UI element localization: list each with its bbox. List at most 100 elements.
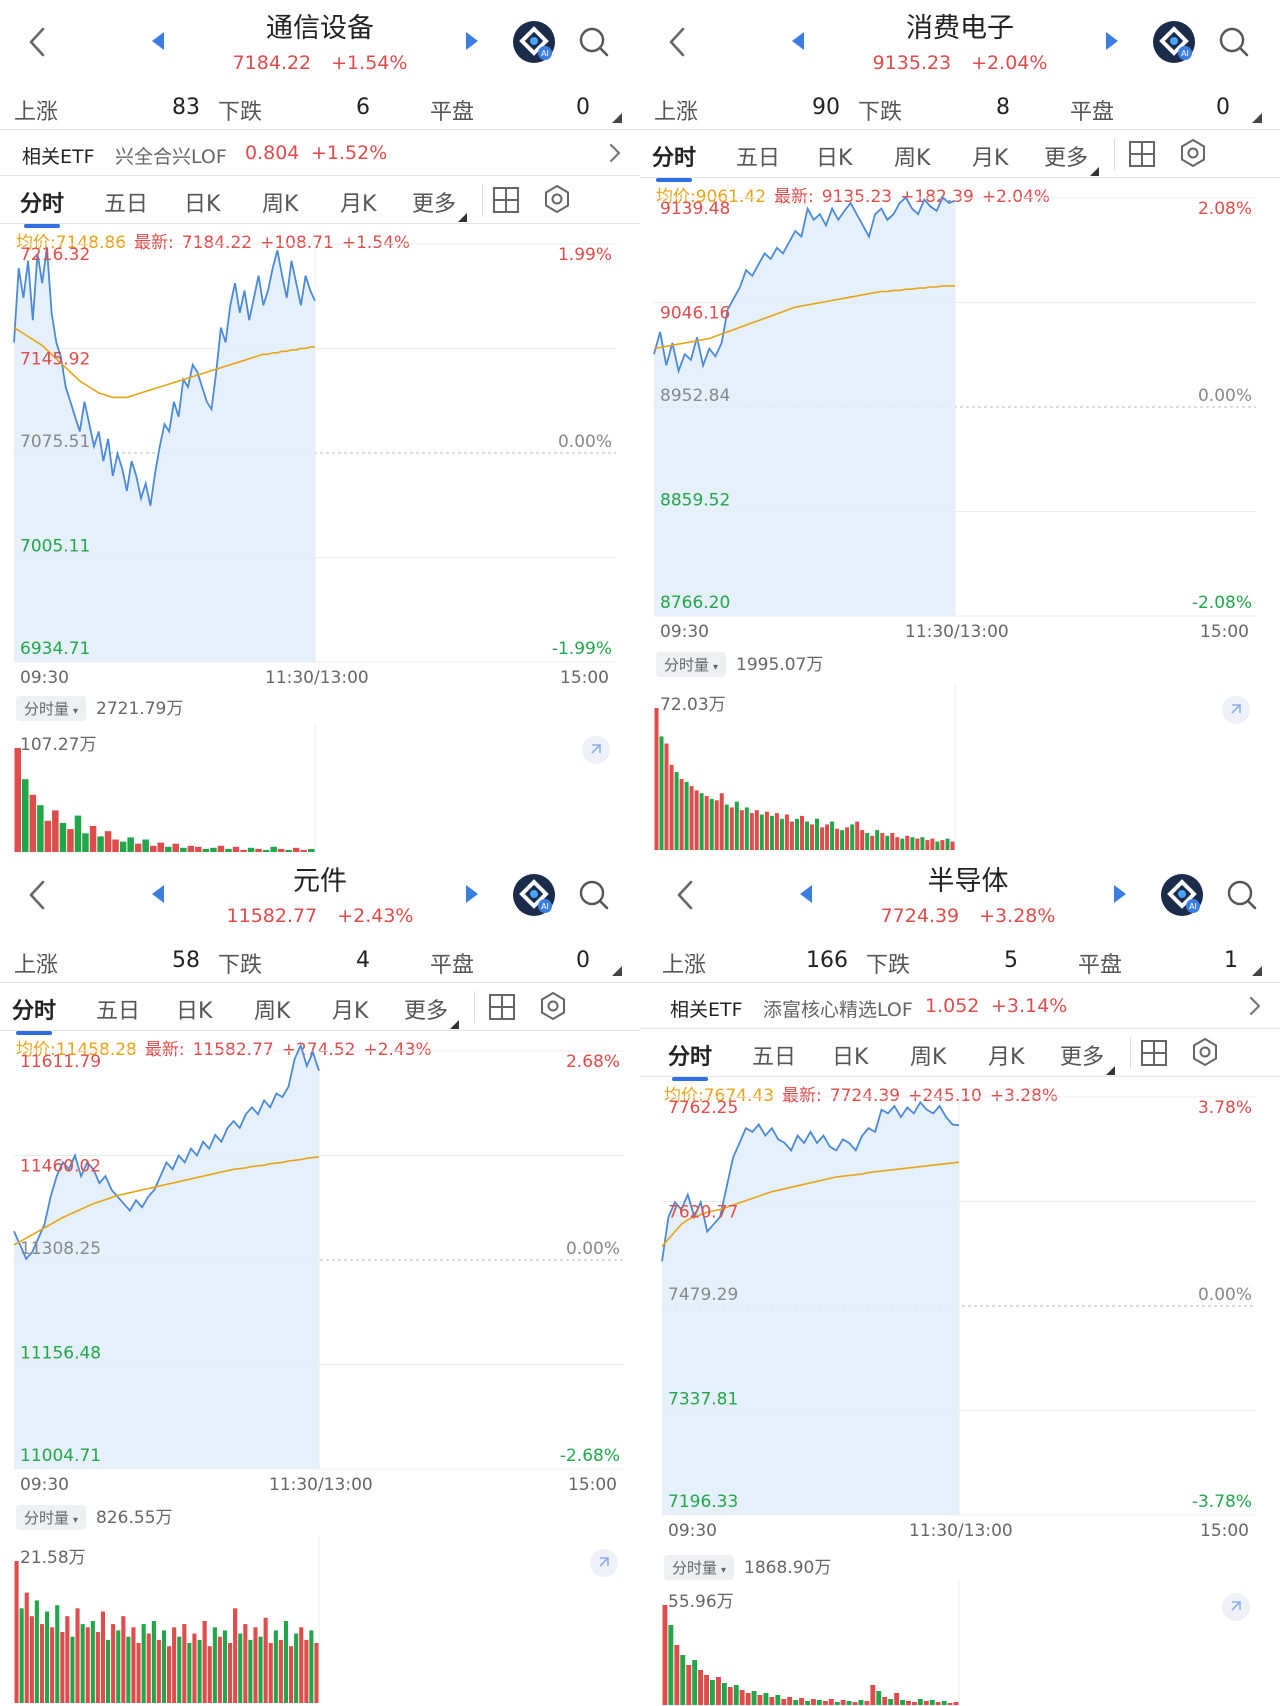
time-end: 15:00 <box>560 668 609 688</box>
price-chart[interactable]: 7216.32 7145.92 7075.51 7005.11 6934.71 1.99%… <box>13 243 616 663</box>
avg-prefix: 均价: <box>16 1040 56 1060</box>
tab-monthly-k[interactable]: 月K <box>340 192 377 217</box>
volume-bar <box>289 1646 294 1703</box>
volume-bar <box>905 835 910 850</box>
prev-sector-icon[interactable] <box>790 30 806 52</box>
search-icon[interactable] <box>1218 26 1250 58</box>
latest-price: 最新: 7184.22 +108.71 +1.54% <box>134 233 410 253</box>
tab-more[interactable]: 更多 <box>1044 146 1089 171</box>
tab-five-day[interactable]: 五日 <box>736 146 781 171</box>
volume-bar <box>228 1643 233 1703</box>
settings-gear-icon[interactable] <box>1190 1037 1220 1067</box>
latest-change-pct: +2.43% <box>363 1040 432 1060</box>
expand-icon[interactable] <box>582 736 610 764</box>
price-chart[interactable]: 11611.79 11460.02 11308.25 11156.48 11004.71… <box>13 1042 624 1470</box>
svg-text:AI: AI <box>541 49 549 58</box>
back-chevron-icon[interactable] <box>26 26 48 58</box>
search-icon[interactable] <box>1226 879 1258 911</box>
settings-gear-icon[interactable] <box>538 991 568 1021</box>
tab-daily-k[interactable]: 日K <box>816 146 853 171</box>
tab-intraday[interactable]: 分时 <box>652 140 696 182</box>
volume-dropdown[interactable]: 分时量 ▾ <box>16 1505 87 1530</box>
settings-gear-icon[interactable] <box>542 184 572 214</box>
related-etf-row[interactable]: 相关ETF 添富核心精选LOF 1.052 +3.14% <box>640 983 1280 1029</box>
chevron-right-icon[interactable] <box>1248 995 1262 1017</box>
price-chart[interactable]: 7762.25 7620.77 7479.29 7337.81 7196.33 3.78%… <box>661 1096 1256 1516</box>
volume-bar <box>207 1646 212 1703</box>
tab-intraday[interactable]: 分时 <box>20 186 64 228</box>
tab-more[interactable]: 更多 <box>404 999 449 1024</box>
search-icon[interactable] <box>578 26 610 58</box>
prev-sector-icon[interactable] <box>150 883 166 905</box>
search-icon[interactable] <box>578 879 610 911</box>
tab-five-day[interactable]: 五日 <box>104 192 149 217</box>
expand-corner-icon[interactable] <box>1252 113 1262 123</box>
volume-chart[interactable] <box>654 684 1256 850</box>
next-sector-icon[interactable] <box>464 883 480 905</box>
volume-chart[interactable] <box>14 1537 624 1703</box>
volume-dropdown[interactable]: 分时量 ▾ <box>664 1555 735 1580</box>
tab-daily-k[interactable]: 日K <box>832 1045 869 1070</box>
expand-corner-icon[interactable] <box>1252 966 1262 976</box>
tab-monthly-k[interactable]: 月K <box>972 146 1009 171</box>
avg-price-line <box>661 1161 960 1247</box>
tab-daily-k[interactable]: 日K <box>184 192 221 217</box>
tab-intraday[interactable]: 分时 <box>12 993 56 1035</box>
volume-bar <box>870 835 875 850</box>
layout-grid-icon[interactable] <box>488 993 516 1021</box>
tab-weekly-k[interactable]: 周K <box>910 1045 947 1070</box>
price-chart[interactable]: 9139.48 9046.16 8952.84 8859.52 8766.20 2.08%… <box>653 195 1256 617</box>
ai-assistant-icon[interactable]: AI <box>512 20 556 64</box>
latest-change-pct: +3.28% <box>989 1086 1059 1106</box>
tab-weekly-k[interactable]: 周K <box>262 192 299 217</box>
back-chevron-icon[interactable] <box>666 26 688 58</box>
expand-icon[interactable] <box>1222 1593 1250 1621</box>
layout-grid-icon[interactable] <box>1140 1039 1168 1067</box>
volume-bar <box>142 839 149 852</box>
tab-daily-k[interactable]: 日K <box>176 999 213 1024</box>
tab-intraday[interactable]: 分时 <box>668 1039 712 1081</box>
pct-axis-label: -2.68% <box>560 1446 620 1466</box>
volume-bar <box>151 1621 156 1703</box>
price-area-fill <box>14 247 315 662</box>
expand-icon[interactable] <box>590 1549 618 1577</box>
back-chevron-icon[interactable] <box>674 879 696 911</box>
settings-gear-icon[interactable] <box>1178 138 1208 168</box>
volume-dropdown[interactable]: 分时量 ▾ <box>656 652 727 677</box>
next-sector-icon[interactable] <box>1104 30 1120 52</box>
volume-bar <box>787 1697 793 1705</box>
period-tabs: 分时 五日 日K 周K 月K 更多 <box>640 1029 1280 1081</box>
prev-sector-icon[interactable] <box>150 30 166 52</box>
layout-grid-icon[interactable] <box>1128 140 1156 168</box>
volume-chart[interactable] <box>662 1581 1256 1705</box>
related-etf-row[interactable]: 相关ETF 兴全合兴LOF 0.804 +1.52% <box>0 130 640 176</box>
chevron-right-icon[interactable] <box>608 142 622 164</box>
expand-icon[interactable] <box>1222 696 1250 724</box>
next-sector-icon[interactable] <box>464 30 480 52</box>
volume-bar <box>85 1627 90 1703</box>
volume-bar <box>292 847 300 852</box>
volume-chart-svg <box>662 1581 960 1705</box>
tab-weekly-k[interactable]: 周K <box>254 999 291 1024</box>
ai-assistant-icon[interactable]: AI <box>1152 20 1196 64</box>
volume-bar <box>679 779 684 850</box>
sector-title: 半导体 <box>927 866 1009 897</box>
tab-monthly-k[interactable]: 月K <box>332 999 369 1024</box>
back-chevron-icon[interactable] <box>26 879 48 911</box>
layout-grid-icon[interactable] <box>492 186 520 214</box>
prev-sector-icon[interactable] <box>798 883 814 905</box>
volume-bar <box>925 840 930 850</box>
next-sector-icon[interactable] <box>1112 883 1128 905</box>
tab-five-day[interactable]: 五日 <box>96 999 141 1024</box>
volume-dropdown[interactable]: 分时量 ▾ <box>16 696 87 721</box>
tab-more[interactable]: 更多 <box>1060 1045 1105 1070</box>
volume-chart[interactable] <box>14 724 616 852</box>
ai-assistant-icon[interactable]: AI <box>512 873 556 917</box>
ai-assistant-icon[interactable]: AI <box>1160 873 1204 917</box>
tab-monthly-k[interactable]: 月K <box>988 1045 1025 1070</box>
expand-corner-icon[interactable] <box>612 113 622 123</box>
tab-weekly-k[interactable]: 周K <box>894 146 931 171</box>
tab-five-day[interactable]: 五日 <box>752 1045 797 1070</box>
tab-more[interactable]: 更多 <box>412 192 457 217</box>
expand-corner-icon[interactable] <box>612 966 622 976</box>
